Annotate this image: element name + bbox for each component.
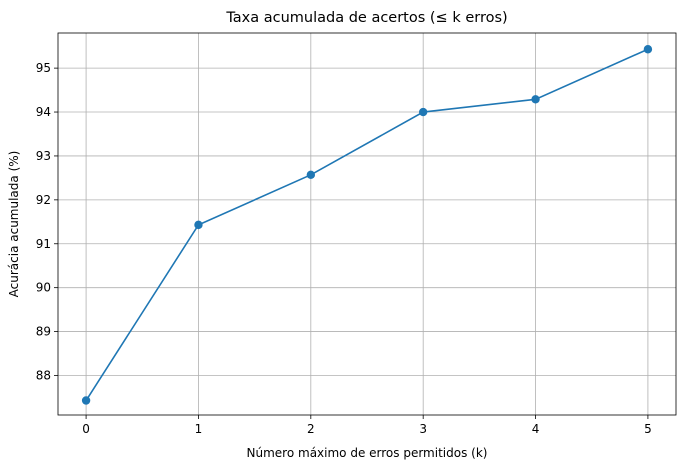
- data-point: [306, 170, 316, 180]
- y-tick-label: 89: [36, 325, 51, 339]
- y-tick-label: 92: [36, 193, 51, 207]
- y-tick-label: 91: [36, 237, 51, 251]
- series-line: [85, 48, 649, 401]
- grid: [58, 33, 676, 415]
- x-tick-label: 3: [419, 422, 427, 436]
- data-point: [81, 396, 91, 405]
- chart-title: Taxa acumulada de acertos (≤ k erros): [225, 10, 507, 26]
- y-axis-title: Acurácia acumulada (%): [7, 151, 21, 298]
- series-layer: [81, 45, 653, 405]
- data-point: [643, 45, 653, 54]
- plot-frame: [57, 32, 677, 416]
- x-tick-label: 0: [82, 422, 90, 436]
- y-tick-label: 88: [36, 368, 51, 382]
- tick-labels: 0 1 2 3 4 5 88 89 90 91 92 93 94 95: [36, 61, 652, 436]
- x-tick-label: 2: [307, 422, 315, 436]
- axes: [54, 32, 677, 419]
- data-point: [194, 220, 203, 230]
- x-tick-label: 5: [644, 422, 652, 436]
- x-tick-label: 1: [195, 422, 203, 436]
- y-tick-label: 95: [36, 61, 51, 75]
- data-point: [418, 107, 428, 117]
- x-axis-title: Número máximo de erros permitidos (k): [247, 446, 488, 460]
- x-tick-label: 4: [532, 422, 540, 436]
- y-tick-label: 94: [36, 105, 51, 119]
- y-tick-label: 93: [36, 149, 51, 163]
- y-tick-label: 90: [36, 281, 51, 295]
- data-point: [531, 95, 540, 104]
